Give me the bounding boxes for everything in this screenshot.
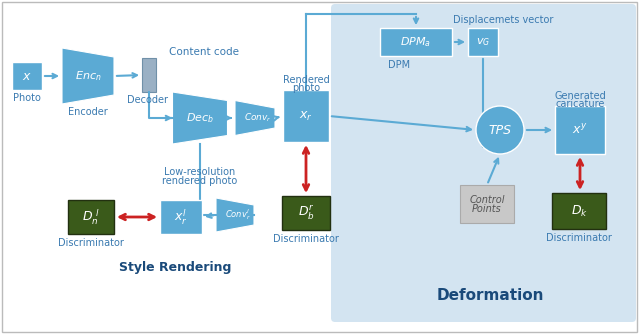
Text: rendered photo: rendered photo: [163, 176, 237, 186]
Text: Discriminator: Discriminator: [58, 238, 124, 248]
Text: caricature: caricature: [556, 99, 605, 109]
Text: $x_r^l$: $x_r^l$: [174, 207, 188, 227]
Text: Content code: Content code: [169, 47, 239, 57]
Text: Displacemets vector: Displacemets vector: [453, 15, 553, 25]
Text: $Dec_b$: $Dec_b$: [186, 111, 214, 125]
Text: Style Rendering: Style Rendering: [119, 262, 231, 275]
Text: Decoder: Decoder: [127, 95, 168, 105]
FancyBboxPatch shape: [460, 185, 514, 223]
Text: DPM: DPM: [388, 60, 410, 70]
Text: Rendered: Rendered: [283, 75, 330, 85]
Text: Points: Points: [472, 204, 502, 214]
Text: $D_n^{\ l}$: $D_n^{\ l}$: [82, 207, 100, 227]
Polygon shape: [62, 48, 114, 104]
Text: Discriminator: Discriminator: [273, 234, 339, 244]
Circle shape: [476, 106, 524, 154]
FancyBboxPatch shape: [142, 58, 156, 92]
FancyBboxPatch shape: [552, 193, 606, 229]
Polygon shape: [173, 92, 227, 144]
Text: $Enc_n$: $Enc_n$: [75, 69, 101, 83]
FancyBboxPatch shape: [380, 28, 452, 56]
FancyBboxPatch shape: [160, 200, 202, 234]
FancyBboxPatch shape: [282, 196, 330, 230]
Text: $x$: $x$: [22, 69, 32, 82]
FancyBboxPatch shape: [555, 106, 605, 154]
Polygon shape: [235, 101, 275, 136]
Text: Photo: Photo: [13, 93, 41, 103]
Text: $D_b^r$: $D_b^r$: [298, 204, 314, 222]
Text: Control: Control: [469, 195, 505, 205]
Polygon shape: [216, 198, 254, 232]
Text: $x^y$: $x^y$: [572, 123, 588, 137]
Text: Encoder: Encoder: [68, 107, 108, 117]
FancyBboxPatch shape: [468, 28, 498, 56]
Text: Deformation: Deformation: [436, 288, 544, 303]
Text: $Conv_r^l$: $Conv_r^l$: [225, 207, 251, 222]
Text: Low-resolution: Low-resolution: [164, 167, 236, 177]
Text: $Conv_r$: $Conv_r$: [244, 112, 272, 124]
Text: $DPM_a$: $DPM_a$: [401, 35, 431, 49]
Text: $D_k$: $D_k$: [570, 203, 588, 218]
Text: TPS: TPS: [488, 124, 511, 137]
Text: $x_r$: $x_r$: [299, 110, 313, 123]
FancyBboxPatch shape: [283, 90, 329, 142]
Text: photo: photo: [292, 83, 320, 93]
Text: $v_G$: $v_G$: [476, 36, 490, 48]
FancyBboxPatch shape: [12, 62, 42, 90]
Text: Discriminator: Discriminator: [546, 233, 612, 243]
Text: Generated: Generated: [554, 91, 606, 101]
FancyBboxPatch shape: [68, 200, 114, 234]
FancyBboxPatch shape: [331, 4, 636, 322]
